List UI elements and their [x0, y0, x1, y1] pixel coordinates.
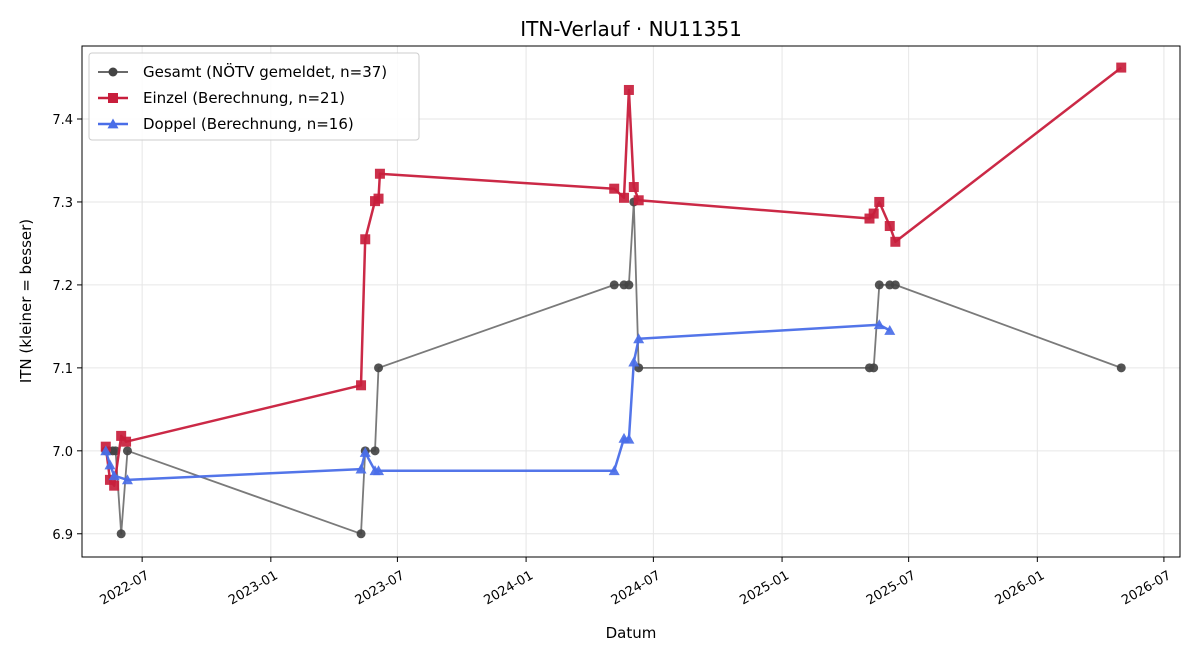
data-point	[628, 356, 640, 367]
data-point	[609, 280, 619, 290]
legend-swatch-marker	[108, 67, 118, 77]
data-point	[359, 446, 371, 457]
data-point	[609, 183, 620, 194]
data-point	[633, 195, 644, 206]
data-point	[874, 196, 885, 207]
data-point	[623, 84, 634, 95]
data-point	[116, 430, 127, 441]
y-axis-title: ITN (kleiner = besser)	[17, 219, 35, 383]
legend-label: Doppel (Berechnung, n=16)	[143, 115, 354, 133]
data-point	[374, 168, 385, 179]
chart-title: ITN-Verlauf · NU11351	[520, 17, 742, 41]
data-point	[108, 470, 120, 481]
x-tick-label: 2024-01	[481, 568, 536, 608]
x-axis: 2022-07 2023-01 2023-07 2024-01 2024-07 2025-…	[97, 557, 1174, 608]
data-point	[874, 280, 884, 290]
data-point	[868, 208, 879, 219]
data-point	[624, 280, 634, 290]
x-tick-label: 2023-01	[226, 568, 281, 608]
data-point	[890, 280, 900, 290]
y-tick-label: 7.1	[52, 362, 73, 377]
legend-label: Gesamt (NÖTV gemeldet, n=37)	[143, 62, 387, 81]
x-tick-label: 2026-01	[993, 568, 1048, 608]
data-point	[116, 529, 126, 539]
data-point	[619, 192, 630, 203]
y-tick-label: 7.0	[52, 445, 73, 460]
data-point	[356, 380, 367, 391]
data-point	[373, 465, 385, 476]
data-point	[122, 446, 132, 456]
y-tick-label: 7.4	[52, 113, 73, 128]
data-point	[121, 474, 133, 485]
data-point	[356, 529, 366, 539]
data-point	[873, 319, 885, 330]
x-tick-label: 2023-07	[353, 568, 408, 608]
data-point	[884, 325, 896, 335]
data-point	[104, 459, 116, 470]
data-point	[355, 463, 367, 474]
series-line	[104, 323, 891, 482]
data-point	[628, 182, 639, 193]
y-axis: 6.9 7.0 7.1 7.2 7.3 7.4	[52, 113, 82, 543]
data-point	[100, 445, 112, 456]
data-point	[633, 333, 645, 344]
x-tick-label: 2025-07	[864, 568, 919, 608]
data-point	[374, 363, 384, 373]
data-point	[121, 436, 132, 447]
data-point	[608, 465, 620, 476]
x-tick-label: 2022-07	[97, 568, 152, 608]
plot-frame	[81, 45, 1181, 558]
x-axis-title: Datum	[606, 624, 657, 642]
data-point	[360, 234, 371, 245]
legend-swatch-marker	[107, 118, 119, 129]
data-point	[109, 480, 120, 491]
y-tick-label: 7.2	[52, 279, 73, 294]
series-layer	[100, 62, 1127, 539]
x-tick-label: 2024-07	[609, 568, 664, 608]
data-point	[1116, 363, 1126, 373]
y-tick-label: 7.3	[52, 196, 73, 211]
data-point	[869, 363, 879, 373]
data-point	[623, 433, 635, 444]
legend-swatch-marker	[108, 93, 118, 103]
legend-label: Einzel (Berechnung, n=21)	[143, 89, 345, 107]
data-point	[890, 236, 901, 247]
legend: Gesamt (NÖTV gemeldet, n=37) Einzel (Bere…	[88, 52, 420, 141]
x-tick-label: 2026-07	[1119, 568, 1174, 608]
data-point	[373, 193, 384, 204]
series-triangle	[100, 319, 896, 485]
data-point	[370, 446, 380, 456]
data-point	[1116, 62, 1127, 73]
y-tick-label: 6.9	[52, 528, 73, 543]
data-point	[884, 221, 895, 232]
legend-box	[88, 52, 420, 141]
x-tick-label: 2025-01	[737, 568, 792, 608]
